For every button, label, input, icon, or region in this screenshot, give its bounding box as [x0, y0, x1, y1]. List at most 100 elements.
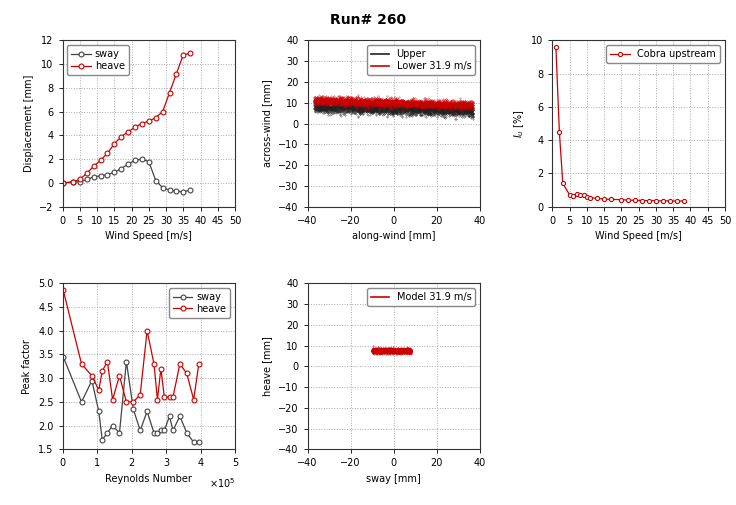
Cobra upstream [551, 44, 560, 50]
heave [68, 179, 77, 185]
Legend: Cobra upstream: Cobra upstream [606, 45, 720, 63]
Y-axis label: Peak factor: Peak factor [23, 339, 32, 394]
heave [130, 124, 139, 130]
X-axis label: Reynolds Number: Reynolds Number [105, 474, 192, 484]
X-axis label: sway [mm]: sway [mm] [367, 474, 421, 484]
sway [157, 427, 166, 433]
sway [96, 173, 105, 179]
heave [157, 366, 166, 372]
Cobra upstream [593, 195, 602, 201]
Y-axis label: Displacement [mm]: Displacement [mm] [24, 75, 34, 172]
heave [129, 399, 138, 405]
Cobra upstream [576, 192, 584, 198]
sway [110, 169, 118, 175]
sway [59, 354, 68, 360]
Cobra upstream [565, 192, 574, 198]
heave [124, 129, 132, 135]
Cobra upstream [672, 198, 681, 204]
Text: $\times 10^5$: $\times 10^5$ [208, 476, 235, 490]
Line: Cobra upstream: Cobra upstream [553, 45, 686, 203]
Cobra upstream [659, 198, 668, 204]
X-axis label: along-wind [mm]: along-wind [mm] [352, 231, 436, 241]
sway [175, 413, 184, 419]
Y-axis label: heave [mm]: heave [mm] [263, 336, 272, 396]
sway [194, 439, 203, 445]
sway [189, 439, 198, 445]
sway [122, 359, 131, 365]
heave [172, 71, 181, 77]
heave [183, 370, 191, 376]
sway [124, 161, 132, 167]
Cobra upstream [665, 198, 674, 204]
sway [98, 437, 107, 443]
Line: sway: sway [61, 355, 201, 445]
sway [117, 166, 126, 172]
heave [117, 134, 126, 140]
sway [158, 185, 167, 191]
Cobra upstream [586, 194, 595, 200]
Legend: sway, heave: sway, heave [68, 45, 129, 75]
sway [165, 187, 174, 193]
heave [103, 150, 112, 156]
heave [175, 361, 184, 367]
sway [143, 409, 152, 415]
heave [149, 361, 158, 367]
heave [96, 158, 105, 164]
heave [82, 170, 91, 176]
sway [152, 178, 160, 184]
sway [185, 187, 194, 193]
heave [165, 89, 174, 95]
heave [158, 109, 167, 115]
sway [129, 406, 138, 412]
sway [179, 189, 188, 195]
sway [103, 430, 112, 436]
sway [138, 156, 146, 162]
sway [77, 399, 86, 405]
heave [194, 361, 203, 367]
sway [144, 159, 153, 165]
heave [189, 396, 198, 402]
sway [68, 179, 77, 185]
Cobra upstream [559, 180, 567, 186]
Cobra upstream [555, 129, 564, 135]
Cobra upstream [637, 197, 647, 204]
X-axis label: Wind Speed [m/s]: Wind Speed [m/s] [105, 231, 192, 241]
sway [82, 176, 91, 182]
heave [88, 373, 96, 379]
Legend: Model 31.9 m/s: Model 31.9 m/s [367, 288, 475, 306]
Cobra upstream [572, 191, 581, 197]
heave [185, 50, 194, 57]
Cobra upstream [631, 197, 640, 204]
heave [144, 118, 153, 124]
sway [75, 179, 84, 185]
Line: sway: sway [60, 157, 193, 194]
Line: heave: heave [61, 288, 201, 405]
heave [135, 392, 144, 398]
sway [103, 172, 112, 178]
heave [122, 399, 131, 405]
heave [75, 176, 84, 182]
Legend: sway, heave: sway, heave [169, 288, 230, 318]
Text: Run# 260: Run# 260 [330, 13, 406, 27]
sway [169, 427, 177, 433]
X-axis label: Wind Speed [m/s]: Wind Speed [m/s] [595, 231, 682, 241]
heave [77, 361, 86, 367]
heave [89, 163, 98, 169]
heave [110, 141, 118, 147]
heave [160, 394, 169, 400]
sway [149, 430, 158, 436]
heave [115, 373, 124, 379]
Cobra upstream [651, 197, 660, 204]
sway [165, 413, 174, 419]
sway [88, 378, 96, 384]
sway [58, 180, 67, 186]
Cobra upstream [679, 198, 688, 204]
sway [153, 430, 162, 436]
sway [115, 430, 124, 436]
heave [169, 394, 177, 400]
Cobra upstream [606, 196, 615, 203]
Y-axis label: across-wind [mm]: across-wind [mm] [263, 80, 272, 168]
Line: heave: heave [60, 51, 193, 185]
heave [98, 368, 107, 374]
heave [103, 359, 112, 365]
